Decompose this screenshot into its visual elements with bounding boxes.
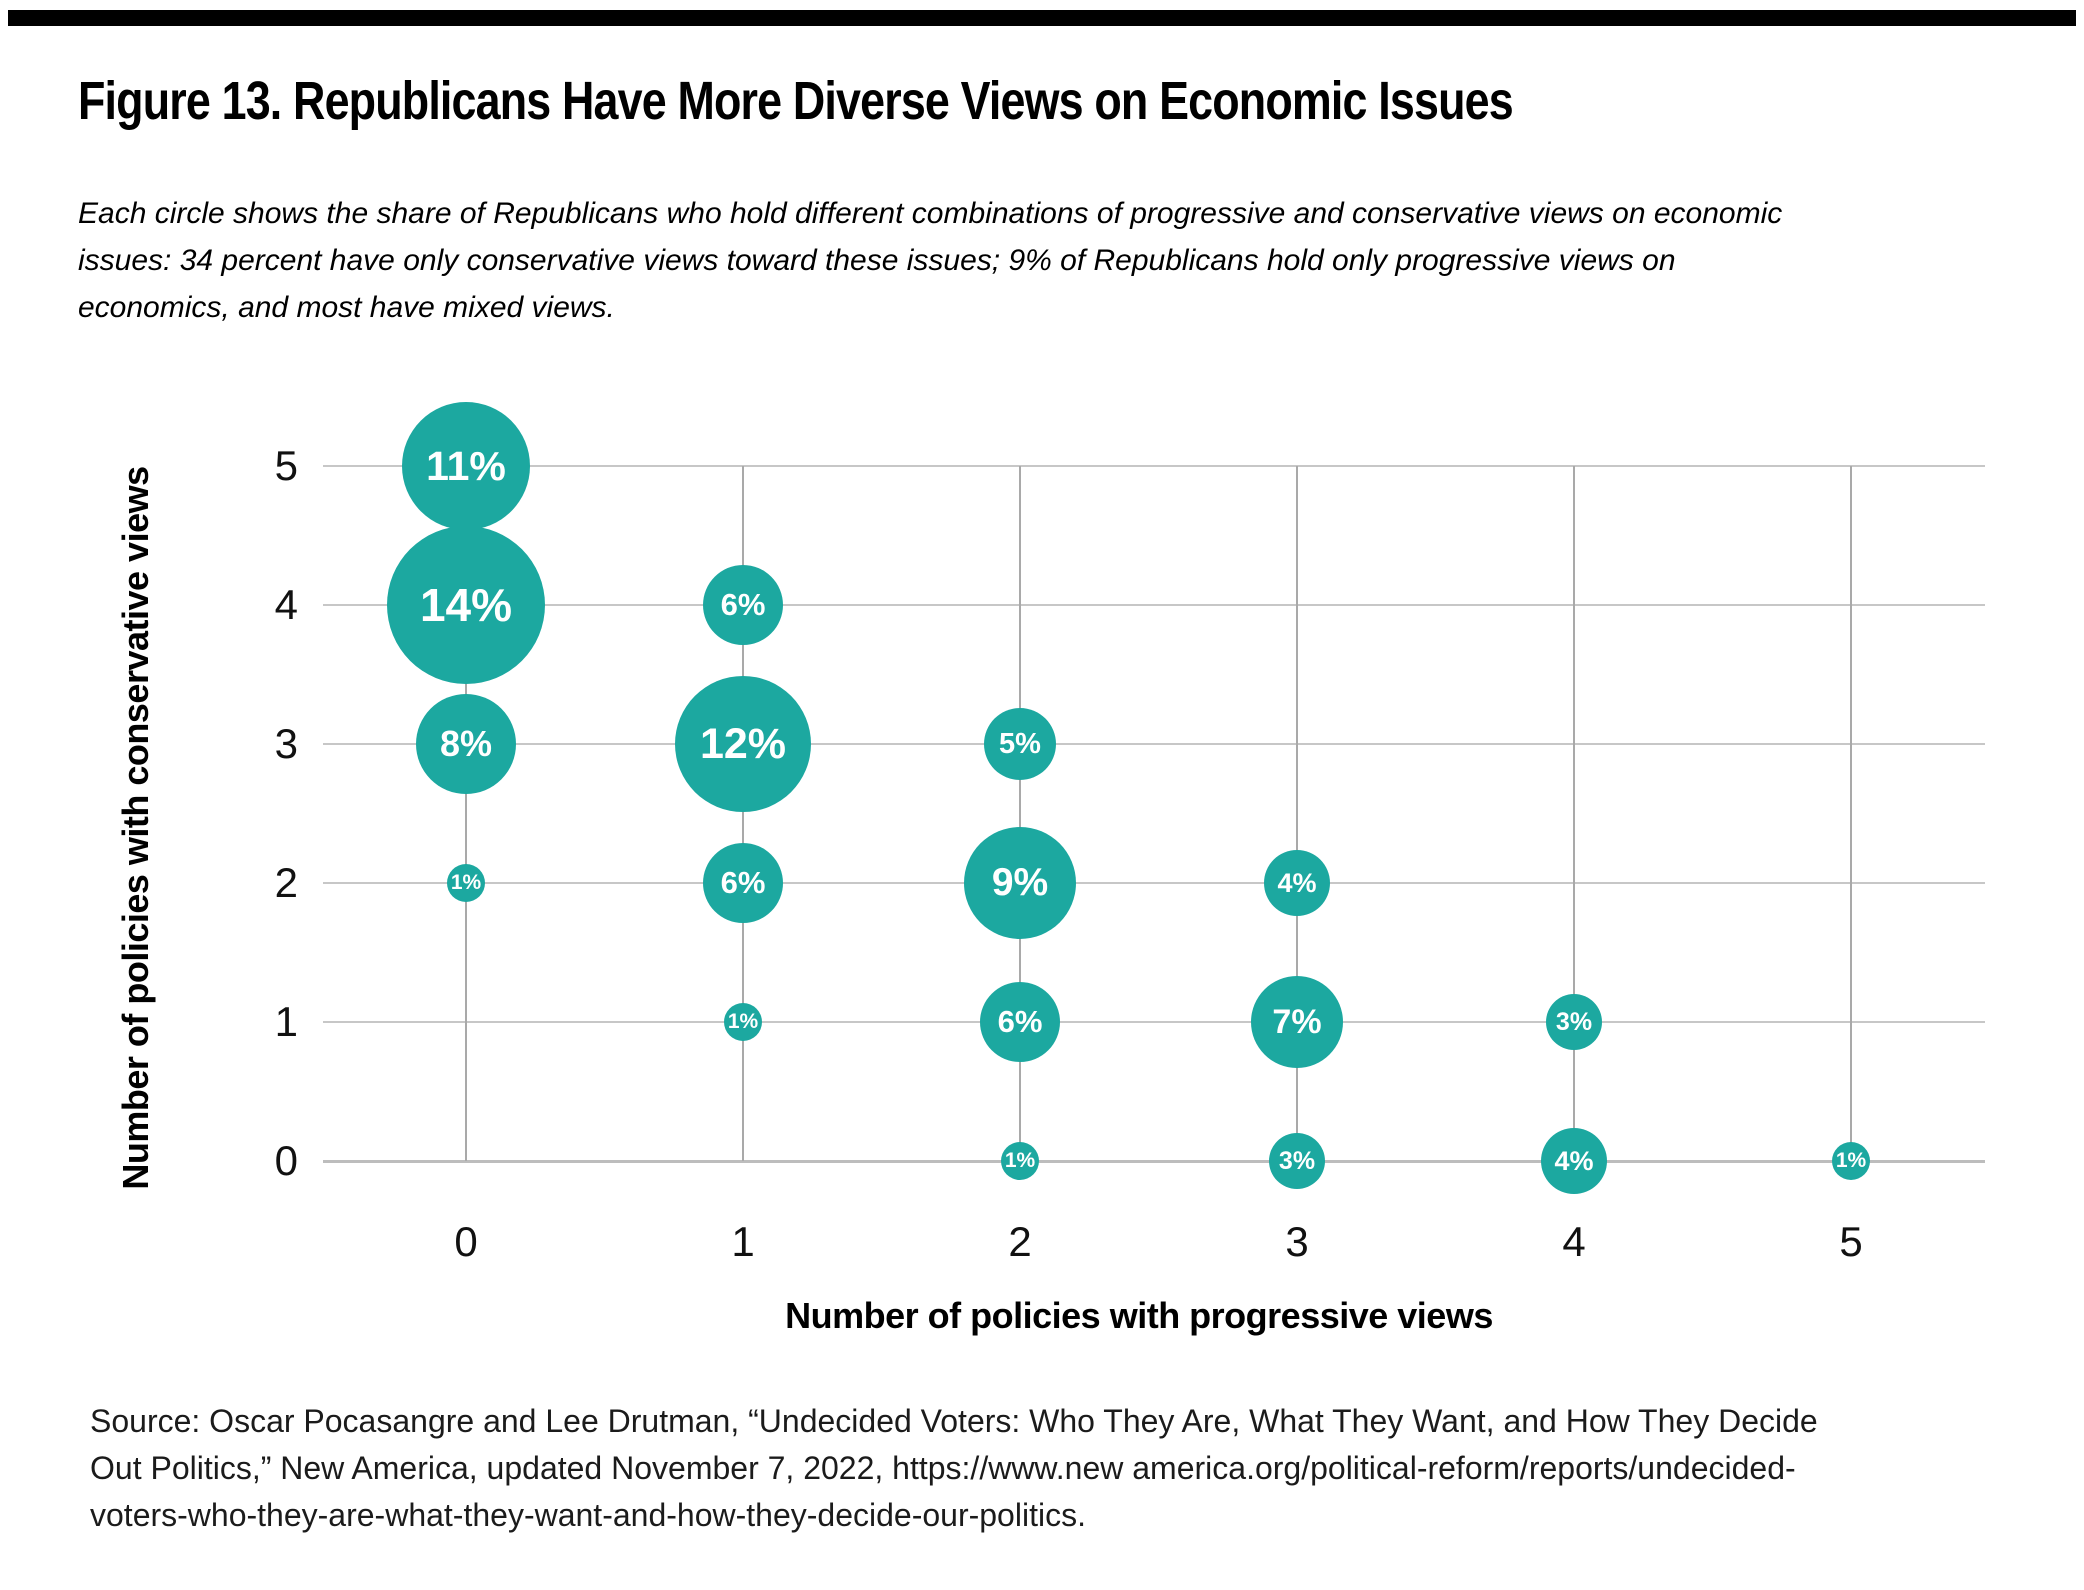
bubble-x3-y2: 4% bbox=[1264, 850, 1330, 916]
bubble-x1-y3: 12% bbox=[675, 676, 811, 812]
y-tick-label-1: 1 bbox=[274, 998, 298, 1045]
y-axis-title: Number of policies with conservative vie… bbox=[115, 466, 156, 1190]
gridline-v-0 bbox=[465, 466, 467, 1161]
x-tick-label-2: 2 bbox=[1008, 1218, 1032, 1265]
gridline-h-4 bbox=[323, 604, 1985, 606]
bubble-value-label: 11% bbox=[426, 442, 506, 489]
gridline-v-1 bbox=[742, 466, 744, 1161]
bubble-value-label: 12% bbox=[699, 719, 787, 768]
bubble-value-label: 6% bbox=[997, 1004, 1043, 1039]
bubble-value-label: 1% bbox=[727, 1010, 759, 1033]
bubble-x0-y2: 1% bbox=[447, 864, 485, 902]
bubble-x2-y3: 5% bbox=[984, 708, 1056, 780]
bubble-value-label: 1% bbox=[450, 871, 482, 894]
bubble-x0-y5: 11% bbox=[402, 402, 530, 530]
bubble-value-label: 6% bbox=[720, 587, 766, 622]
x-tick-label-0: 0 bbox=[454, 1218, 478, 1265]
bubble-value-label: 3% bbox=[1555, 1007, 1593, 1036]
bubble-x4-y0: 4% bbox=[1541, 1128, 1607, 1194]
bubble-value-label: 4% bbox=[1277, 867, 1317, 898]
x-tick-label-3: 3 bbox=[1285, 1218, 1309, 1265]
bubble-x5-y0: 1% bbox=[1832, 1142, 1870, 1180]
x-tick-label-4: 4 bbox=[1562, 1218, 1586, 1265]
x-tick-label-5: 5 bbox=[1839, 1218, 1863, 1265]
x-tick-label-1: 1 bbox=[731, 1218, 755, 1265]
bubble-value-label: 8% bbox=[439, 723, 493, 764]
bubble-value-label: 6% bbox=[720, 865, 766, 900]
y-tick-label-0: 0 bbox=[274, 1137, 298, 1184]
y-tick-label-4: 4 bbox=[274, 581, 298, 628]
y-tick-label-3: 3 bbox=[274, 720, 298, 767]
bubble-value-label: 3% bbox=[1278, 1146, 1316, 1175]
y-tick-label-2: 2 bbox=[274, 859, 298, 906]
bubble-x2-y1: 6% bbox=[980, 982, 1060, 1062]
bubble-x3-y1: 7% bbox=[1251, 976, 1343, 1068]
gridline-v-4 bbox=[1573, 466, 1575, 1161]
source-note: Source: Oscar Pocasangre and Lee Drutman… bbox=[90, 1403, 1818, 1533]
bubble-x2-y2: 9% bbox=[964, 827, 1076, 939]
gridline-h-0 bbox=[323, 1160, 1985, 1163]
bubble-x4-y1: 3% bbox=[1546, 994, 1602, 1050]
bubble-value-label: 7% bbox=[1272, 1002, 1322, 1041]
bubble-x3-y0: 3% bbox=[1269, 1133, 1325, 1189]
gridline-v-2 bbox=[1019, 466, 1021, 1161]
bubble-x1-y1: 1% bbox=[724, 1003, 762, 1041]
y-tick-label-5: 5 bbox=[274, 442, 298, 489]
bubble-x0-y3: 8% bbox=[416, 694, 516, 794]
bubble-x1-y2: 6% bbox=[703, 843, 783, 923]
bubble-x0-y4: 14% bbox=[387, 526, 545, 684]
gridline-h-1 bbox=[323, 1021, 1985, 1023]
bubble-value-label: 14% bbox=[419, 579, 513, 631]
gridline-h-3 bbox=[323, 743, 1985, 745]
gridline-v-5 bbox=[1850, 466, 1852, 1161]
bubble-value-label: 1% bbox=[1004, 1149, 1036, 1172]
figure-title: Figure 13. Republicans Have More Diverse… bbox=[78, 71, 1514, 131]
figure-top-rule bbox=[8, 10, 2076, 26]
bubble-value-label: 1% bbox=[1835, 1149, 1867, 1172]
figure-subtitle: Each circle shows the share of Republica… bbox=[78, 197, 1783, 324]
bubble-x1-y4: 6% bbox=[703, 565, 783, 645]
gridline-h-5 bbox=[323, 465, 1985, 467]
bubble-value-label: 9% bbox=[991, 861, 1049, 904]
x-axis-title: Number of policies with progressive view… bbox=[785, 1295, 1493, 1336]
bubble-x2-y0: 1% bbox=[1001, 1142, 1039, 1180]
bubble-value-label: 5% bbox=[999, 727, 1041, 760]
gridline-v-3 bbox=[1296, 466, 1298, 1161]
gridline-h-2 bbox=[323, 882, 1985, 884]
bubble-value-label: 4% bbox=[1554, 1145, 1594, 1176]
